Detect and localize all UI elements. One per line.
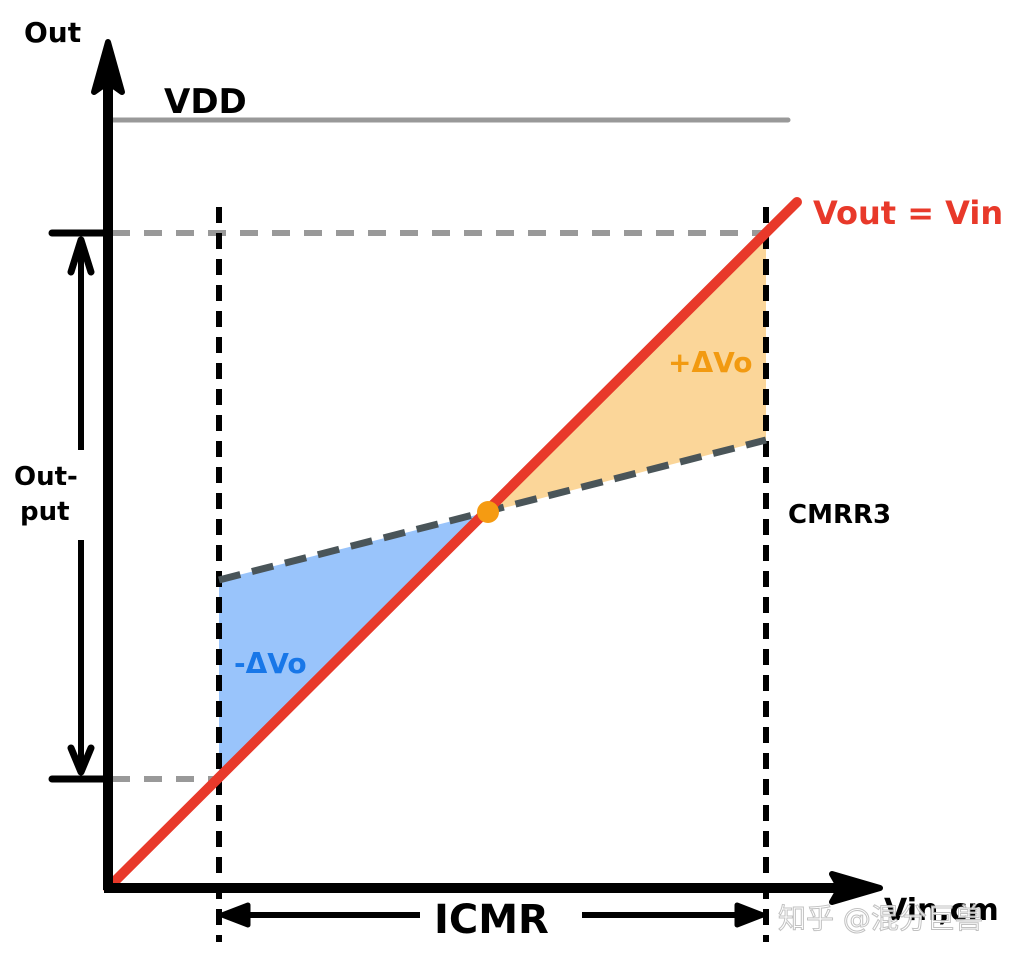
output-range-label-line1: Out-: [14, 462, 78, 492]
y-axis-label: Out: [24, 16, 81, 49]
y-axis-arrowhead-icon: [91, 39, 125, 95]
output-range-label-line2: put: [20, 497, 70, 527]
icmr-arrowhead-right-icon: [734, 902, 766, 928]
icmr-arrowhead-left-icon: [219, 902, 251, 928]
unity-line-label: Vout = Vin: [813, 194, 1003, 232]
minus-delta-label: -ΔVo: [234, 647, 307, 680]
x-axis-arrowhead-icon: [829, 871, 883, 905]
x-axis-label: Vin,cm: [884, 893, 999, 928]
watermark: 知乎 @混分巨兽: [778, 902, 983, 935]
icmr-label: ICMR: [434, 897, 549, 943]
plus-delta-label: +ΔVo: [668, 346, 753, 379]
vdd-label: VDD: [164, 82, 247, 122]
unity-gain-line: [103, 197, 802, 893]
output-range-arrowhead-down-icon: [67, 744, 95, 776]
cmrr-label: CMRR3: [788, 500, 891, 530]
output-range-arrowhead-up-icon: [67, 236, 95, 276]
crossing-point: [477, 501, 499, 523]
